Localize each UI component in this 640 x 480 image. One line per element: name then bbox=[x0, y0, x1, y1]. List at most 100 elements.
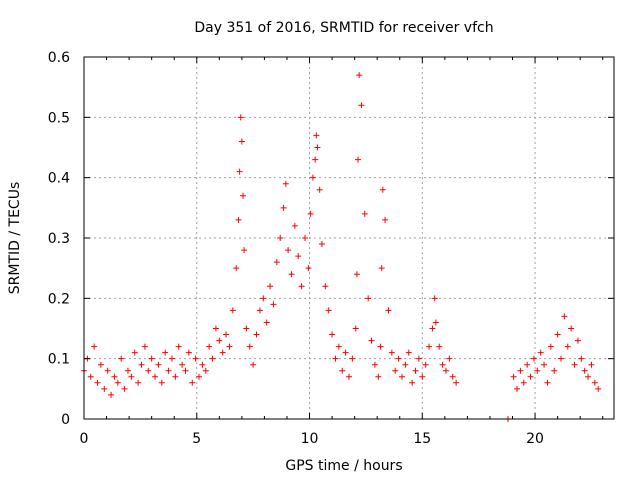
x-axis-label: GPS time / hours bbox=[285, 458, 402, 474]
data-point-0-27 bbox=[172, 373, 179, 380]
data-point-0-47 bbox=[236, 168, 243, 175]
data-point-0-111 bbox=[415, 355, 422, 362]
x-tick-label-4: 20 bbox=[526, 431, 544, 447]
data-point-0-136 bbox=[547, 343, 554, 350]
data-point-0-49 bbox=[238, 138, 245, 145]
data-point-0-68 bbox=[295, 253, 302, 260]
data-point-0-113 bbox=[422, 361, 429, 368]
data-point-0-25 bbox=[165, 367, 172, 374]
data-point-0-3 bbox=[91, 343, 98, 350]
data-point-0-4 bbox=[94, 379, 101, 386]
data-point-0-80 bbox=[325, 307, 332, 314]
data-point-0-38 bbox=[209, 355, 216, 362]
data-point-0-35 bbox=[199, 361, 206, 368]
data-point-0-88 bbox=[352, 325, 359, 332]
data-point-0-78 bbox=[318, 241, 325, 248]
data-point-0-123 bbox=[453, 379, 460, 386]
data-point-0-104 bbox=[392, 367, 399, 374]
data-point-0-75 bbox=[313, 132, 320, 139]
data-point-0-128 bbox=[520, 379, 527, 386]
data-point-0-66 bbox=[288, 271, 295, 278]
data-point-0-91 bbox=[356, 72, 363, 79]
data-point-0-14 bbox=[128, 373, 135, 380]
data-point-0-134 bbox=[541, 361, 548, 368]
data-point-0-11 bbox=[118, 355, 125, 362]
data-point-0-147 bbox=[585, 373, 592, 380]
data-point-0-141 bbox=[564, 343, 571, 350]
data-point-0-145 bbox=[578, 355, 585, 362]
data-point-0-83 bbox=[335, 343, 342, 350]
data-point-0-71 bbox=[305, 265, 312, 272]
grid-lines bbox=[84, 57, 614, 419]
data-point-0-114 bbox=[426, 343, 433, 350]
x-tick-label-1: 5 bbox=[192, 431, 201, 447]
y-tick-label-3: 0.3 bbox=[48, 231, 70, 247]
data-point-0-125 bbox=[510, 373, 517, 380]
data-point-0-100 bbox=[379, 186, 386, 193]
data-point-0-33 bbox=[192, 355, 199, 362]
data-point-0-143 bbox=[571, 361, 578, 368]
data-point-0-36 bbox=[202, 367, 209, 374]
data-point-0-86 bbox=[346, 373, 352, 380]
axes: 0 5 10 15 20 0 0.1 0.2 0.3 0.4 0.5 0.6 bbox=[48, 50, 615, 447]
data-point-0-39 bbox=[212, 325, 219, 332]
data-point-0-138 bbox=[554, 331, 561, 338]
data-point-0-64 bbox=[282, 180, 289, 187]
data-point-0-105 bbox=[395, 355, 402, 362]
data-point-0-82 bbox=[332, 355, 339, 362]
data-point-0-90 bbox=[355, 156, 362, 163]
data-point-0-144 bbox=[574, 337, 581, 344]
data-point-0-139 bbox=[558, 355, 564, 362]
y-tick-label-6: 0.6 bbox=[48, 50, 70, 66]
data-point-0-150 bbox=[595, 385, 602, 392]
data-point-0-40 bbox=[216, 337, 223, 344]
data-point-0-92 bbox=[358, 102, 365, 109]
data-point-0-106 bbox=[399, 373, 405, 380]
data-point-0-19 bbox=[145, 367, 152, 374]
data-point-0-2 bbox=[87, 373, 94, 380]
data-point-0-23 bbox=[158, 379, 165, 386]
data-point-0-116 bbox=[431, 295, 438, 302]
data-point-0-56 bbox=[256, 307, 263, 314]
data-point-0-84 bbox=[339, 367, 346, 374]
data-point-0-8 bbox=[108, 391, 115, 398]
y-tick-label-4: 0.4 bbox=[48, 171, 70, 187]
data-point-0-32 bbox=[189, 379, 196, 386]
data-point-0-9 bbox=[111, 373, 118, 380]
data-point-0-109 bbox=[409, 379, 416, 386]
data-point-0-127 bbox=[517, 367, 524, 374]
data-point-0-70 bbox=[302, 235, 309, 241]
data-point-0-101 bbox=[382, 216, 389, 223]
data-point-0-107 bbox=[402, 361, 409, 368]
data-point-0-131 bbox=[530, 355, 537, 362]
data-point-0-74 bbox=[312, 156, 319, 163]
data-point-0-148 bbox=[588, 361, 595, 368]
data-point-0-42 bbox=[223, 331, 230, 338]
data-point-0-98 bbox=[377, 343, 384, 350]
data-point-0-122 bbox=[449, 373, 456, 380]
data-point-0-52 bbox=[243, 325, 250, 332]
data-point-0-29 bbox=[179, 361, 186, 368]
data-point-0-72 bbox=[307, 210, 314, 217]
data-point-0-130 bbox=[527, 373, 534, 380]
data-point-0-41 bbox=[219, 349, 226, 356]
data-point-0-10 bbox=[114, 379, 121, 386]
data-points bbox=[81, 72, 602, 422]
data-point-0-28 bbox=[175, 343, 182, 350]
data-point-0-96 bbox=[371, 361, 378, 368]
data-point-0-129 bbox=[524, 361, 531, 368]
data-point-0-65 bbox=[285, 247, 292, 254]
data-point-0-50 bbox=[240, 192, 246, 199]
data-point-0-34 bbox=[196, 373, 203, 380]
data-point-0-121 bbox=[446, 355, 453, 362]
data-point-0-12 bbox=[121, 385, 128, 392]
data-point-0-6 bbox=[101, 385, 108, 392]
data-point-0-89 bbox=[353, 271, 360, 278]
y-axis-label: SRMTID / TECUs bbox=[7, 182, 23, 295]
data-point-0-117 bbox=[432, 319, 439, 326]
data-point-0-110 bbox=[412, 367, 419, 374]
data-point-0-69 bbox=[298, 283, 305, 290]
data-point-0-21 bbox=[152, 373, 159, 380]
data-point-0-119 bbox=[439, 361, 446, 368]
data-point-0-17 bbox=[138, 361, 145, 368]
